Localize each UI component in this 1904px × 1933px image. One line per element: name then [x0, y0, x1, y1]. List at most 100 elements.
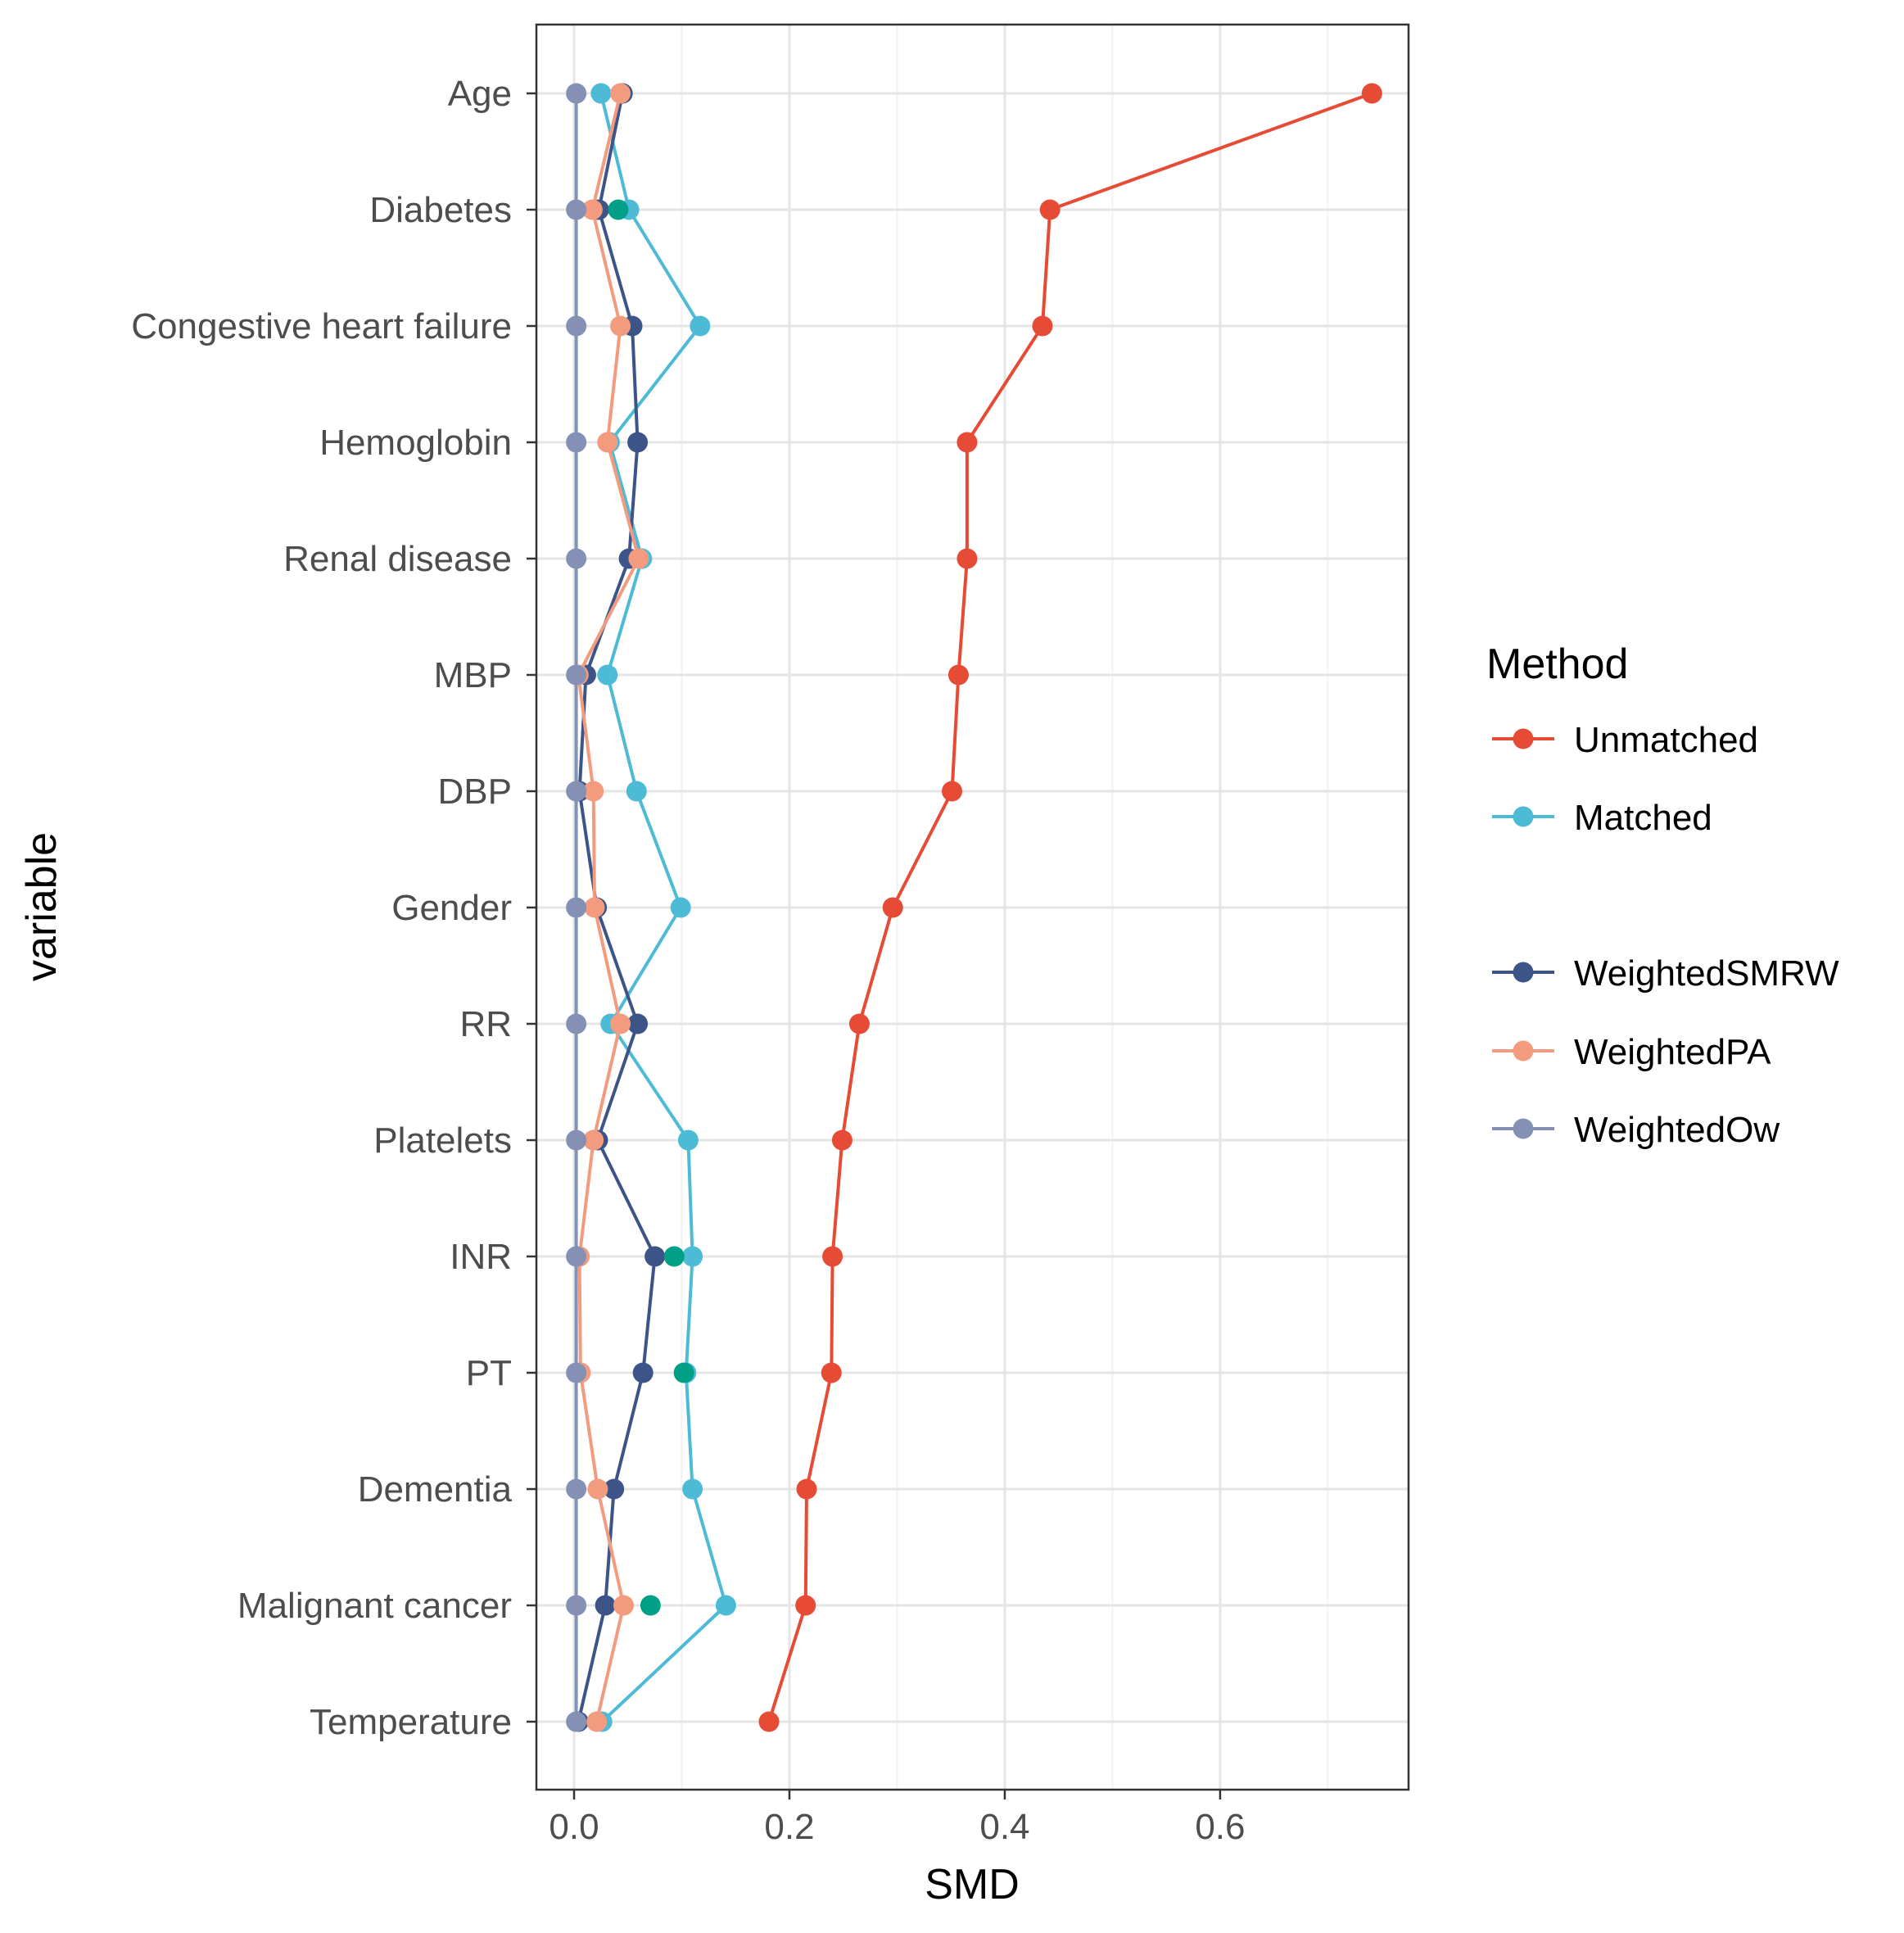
- point-weightedow-rr: [566, 1013, 587, 1034]
- point-weightedow-temperature: [566, 1711, 587, 1732]
- point-matched-platelets: [677, 1129, 699, 1151]
- legend-label: Unmatched: [1574, 720, 1758, 760]
- legend-key-marker: [1513, 728, 1534, 749]
- legend-item-matched: Matched: [1492, 798, 1712, 838]
- point-weightedsmrw-hemoglobin: [627, 432, 649, 453]
- x-axis-title: SMD: [925, 1861, 1020, 1908]
- point-weightedow-congestive-heart-failure: [566, 315, 587, 337]
- y-tick-label-rr: RR: [459, 1004, 512, 1044]
- point-weightedpa-dementia: [587, 1478, 608, 1500]
- point-weightedow-gender: [566, 897, 587, 918]
- point-matched-mbp: [597, 664, 618, 686]
- point-unmatched-gender: [882, 897, 903, 918]
- point-weightedpa-rr: [610, 1013, 631, 1034]
- point-unmatched-congestive-heart-failure: [1032, 315, 1053, 337]
- legend-label: WeightedPA: [1574, 1032, 1771, 1072]
- point-weightedsmrw-malignant-cancer: [595, 1595, 616, 1616]
- point-unmatched-inr: [822, 1246, 843, 1267]
- y-tick-label-pt: PT: [466, 1353, 512, 1393]
- y-axis-title: variable: [18, 832, 66, 981]
- y-tick-label-gender: Gender: [391, 888, 512, 928]
- extra-point-pt: [673, 1362, 694, 1383]
- point-weightedow-platelets: [566, 1129, 587, 1151]
- x-tick-label: 0.4: [979, 1807, 1029, 1847]
- point-weightedpa-diabetes: [581, 199, 603, 220]
- legend-item-unmatched: Unmatched: [1492, 720, 1758, 760]
- legend-key-marker: [1513, 806, 1534, 827]
- point-weightedpa-congestive-heart-failure: [610, 315, 631, 337]
- point-matched-malignant-cancer: [715, 1595, 736, 1616]
- point-unmatched-rr: [848, 1013, 870, 1034]
- major-grid: [536, 25, 1409, 1790]
- extra-point-malignant-cancer: [640, 1595, 661, 1616]
- point-weightedsmrw-rr: [627, 1013, 649, 1034]
- point-weightedpa-malignant-cancer: [613, 1595, 634, 1616]
- y-tick-label-platelets: Platelets: [373, 1120, 512, 1161]
- point-unmatched-platelets: [831, 1129, 853, 1151]
- legend-key-marker: [1513, 1118, 1534, 1139]
- y-tick-label-hemoglobin: Hemoglobin: [319, 423, 512, 463]
- legend-item-weightedpa: WeightedPA: [1492, 1032, 1771, 1072]
- point-weightedow-hemoglobin: [566, 432, 587, 453]
- x-tick-label: 0.2: [764, 1807, 814, 1847]
- y-tick-label-age: Age: [448, 74, 512, 114]
- point-weightedow-renal-disease: [566, 548, 587, 569]
- x-axis: 0.0 0.2 0.4 0.6: [549, 1790, 1245, 1847]
- point-matched-dbp: [626, 781, 647, 802]
- point-weightedow-inr: [566, 1246, 587, 1267]
- point-weightedpa-age: [610, 83, 631, 104]
- y-tick-label-mbp: MBP: [434, 655, 512, 695]
- point-unmatched-hemoglobin: [957, 432, 978, 453]
- point-unmatched-pt: [821, 1362, 842, 1383]
- point-weightedsmrw-inr: [644, 1246, 666, 1267]
- point-weightedow-dbp: [566, 781, 587, 802]
- point-matched-inr: [682, 1246, 703, 1267]
- point-weightedpa-renal-disease: [628, 548, 649, 569]
- point-weightedow-dementia: [566, 1478, 587, 1500]
- point-unmatched-mbp: [947, 664, 969, 686]
- series-weightedpa: [568, 83, 649, 1732]
- x-tick-label: 0.6: [1195, 1807, 1245, 1847]
- legend-item-weightedow: WeightedOw: [1492, 1110, 1780, 1150]
- point-weightedsmrw-dementia: [604, 1478, 625, 1500]
- point-weightedow-malignant-cancer: [566, 1595, 587, 1616]
- legend-key-marker: [1513, 1040, 1534, 1062]
- x-tick-label: 0.0: [549, 1807, 599, 1847]
- point-weightedpa-dbp: [583, 781, 604, 802]
- y-axis: Age Diabetes Congestive heart failure Hemog…: [131, 74, 536, 1742]
- point-unmatched-age: [1361, 83, 1382, 104]
- legend-label: WeightedOw: [1574, 1110, 1780, 1150]
- series-weightedow: [566, 83, 587, 1732]
- y-tick-label-temperature: Temperature: [310, 1702, 512, 1742]
- point-matched-gender: [670, 897, 691, 918]
- point-matched-age: [590, 83, 612, 104]
- point-weightedpa-platelets: [583, 1129, 604, 1151]
- point-weightedpa-temperature: [586, 1711, 608, 1732]
- series-unmatched: [758, 83, 1382, 1732]
- point-weightedow-pt: [566, 1362, 587, 1383]
- extra-point-diabetes: [608, 199, 629, 220]
- point-matched-congestive-heart-failure: [690, 315, 711, 337]
- y-tick-label-diabetes: Diabetes: [369, 190, 512, 230]
- legend-label: WeightedSMRW: [1574, 953, 1839, 994]
- y-tick-label-congestive-heart-failure: Congestive heart failure: [131, 306, 512, 346]
- point-unmatched-malignant-cancer: [795, 1595, 816, 1616]
- y-tick-label-inr: INR: [450, 1237, 512, 1277]
- y-tick-label-renal-disease: Renal disease: [283, 539, 512, 579]
- point-weightedow-diabetes: [566, 199, 587, 220]
- y-tick-label-malignant-cancer: Malignant cancer: [237, 1586, 512, 1626]
- legend-item-weightedsmrw: WeightedSMRW: [1492, 953, 1839, 994]
- legend-title: Method: [1486, 641, 1628, 688]
- point-weightedpa-gender: [584, 897, 605, 918]
- y-tick-label-dementia: Dementia: [358, 1469, 513, 1510]
- legend: Method Unmatched Matched WeightedSMRW Weigh…: [1486, 641, 1839, 1150]
- point-weightedow-age: [566, 83, 587, 104]
- point-unmatched-temperature: [758, 1711, 780, 1732]
- point-unmatched-diabetes: [1039, 199, 1061, 220]
- point-unmatched-dbp: [942, 781, 963, 802]
- y-tick-label-dbp: DBP: [438, 772, 512, 812]
- point-matched-dementia: [682, 1478, 703, 1500]
- legend-key-marker: [1513, 962, 1534, 983]
- point-weightedsmrw-pt: [632, 1362, 654, 1383]
